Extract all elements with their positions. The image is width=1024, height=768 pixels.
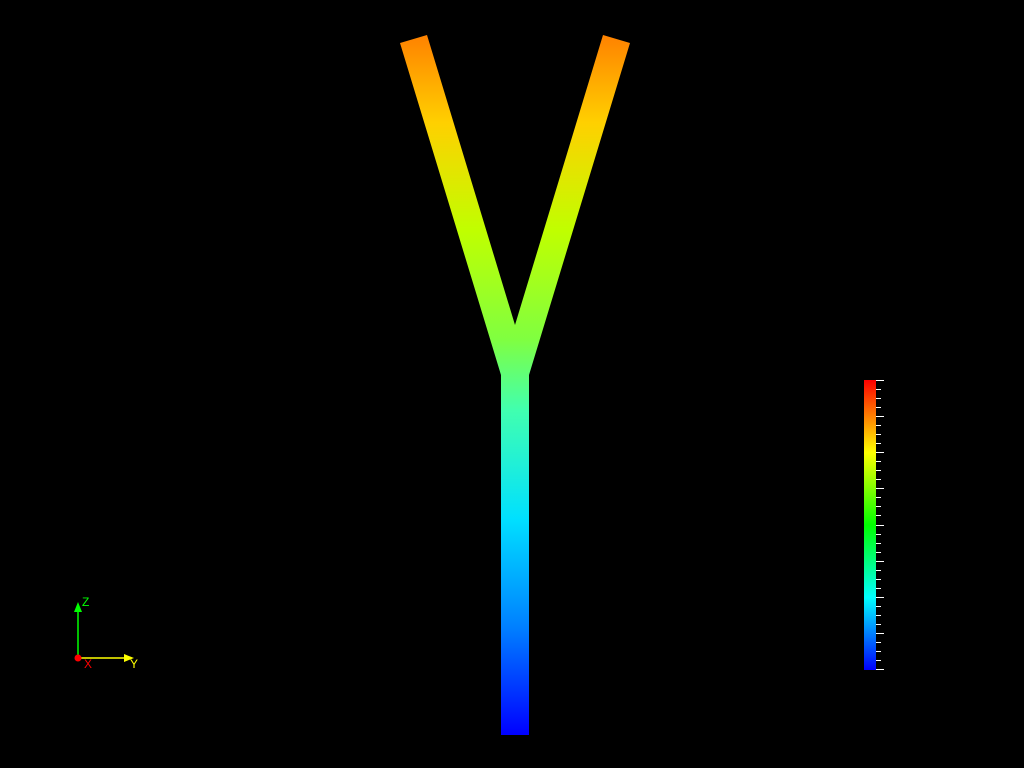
simulation-viewport[interactable]: Z Y X xyxy=(0,0,1024,768)
axis-label-z: Z xyxy=(82,595,89,609)
legend-color-bar xyxy=(864,380,876,670)
color-legend xyxy=(864,380,894,670)
axis-triad: Z Y X xyxy=(68,588,148,668)
simulation-geometry xyxy=(400,15,630,735)
axis-label-y: Y xyxy=(130,657,138,671)
axis-label-x: X xyxy=(84,657,92,671)
